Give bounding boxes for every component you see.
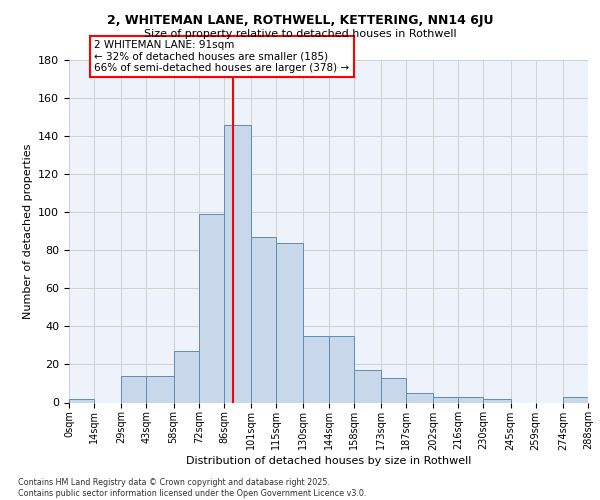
Bar	[146, 376, 173, 402]
X-axis label: Distribution of detached houses by size in Rothwell: Distribution of detached houses by size …	[186, 456, 471, 466]
Text: Contains HM Land Registry data © Crown copyright and database right 2025.
Contai: Contains HM Land Registry data © Crown c…	[18, 478, 367, 498]
Bar	[276, 242, 303, 402]
Bar	[303, 336, 329, 402]
Bar	[406, 393, 433, 402]
Y-axis label: Number of detached properties: Number of detached properties	[23, 144, 32, 319]
Bar	[224, 124, 251, 402]
Bar	[69, 398, 94, 402]
Bar	[458, 397, 484, 402]
Bar	[484, 398, 511, 402]
Text: 2 WHITEMAN LANE: 91sqm
← 32% of detached houses are smaller (185)
66% of semi-de: 2 WHITEMAN LANE: 91sqm ← 32% of detached…	[94, 40, 349, 74]
Bar	[381, 378, 406, 402]
Bar	[329, 336, 354, 402]
Bar	[173, 351, 199, 403]
Bar	[251, 237, 276, 402]
Text: Size of property relative to detached houses in Rothwell: Size of property relative to detached ho…	[143, 29, 457, 39]
Bar	[563, 397, 588, 402]
Bar	[433, 397, 458, 402]
Bar	[354, 370, 381, 402]
Bar	[121, 376, 146, 402]
Bar	[199, 214, 224, 402]
Text: 2, WHITEMAN LANE, ROTHWELL, KETTERING, NN14 6JU: 2, WHITEMAN LANE, ROTHWELL, KETTERING, N…	[107, 14, 493, 27]
